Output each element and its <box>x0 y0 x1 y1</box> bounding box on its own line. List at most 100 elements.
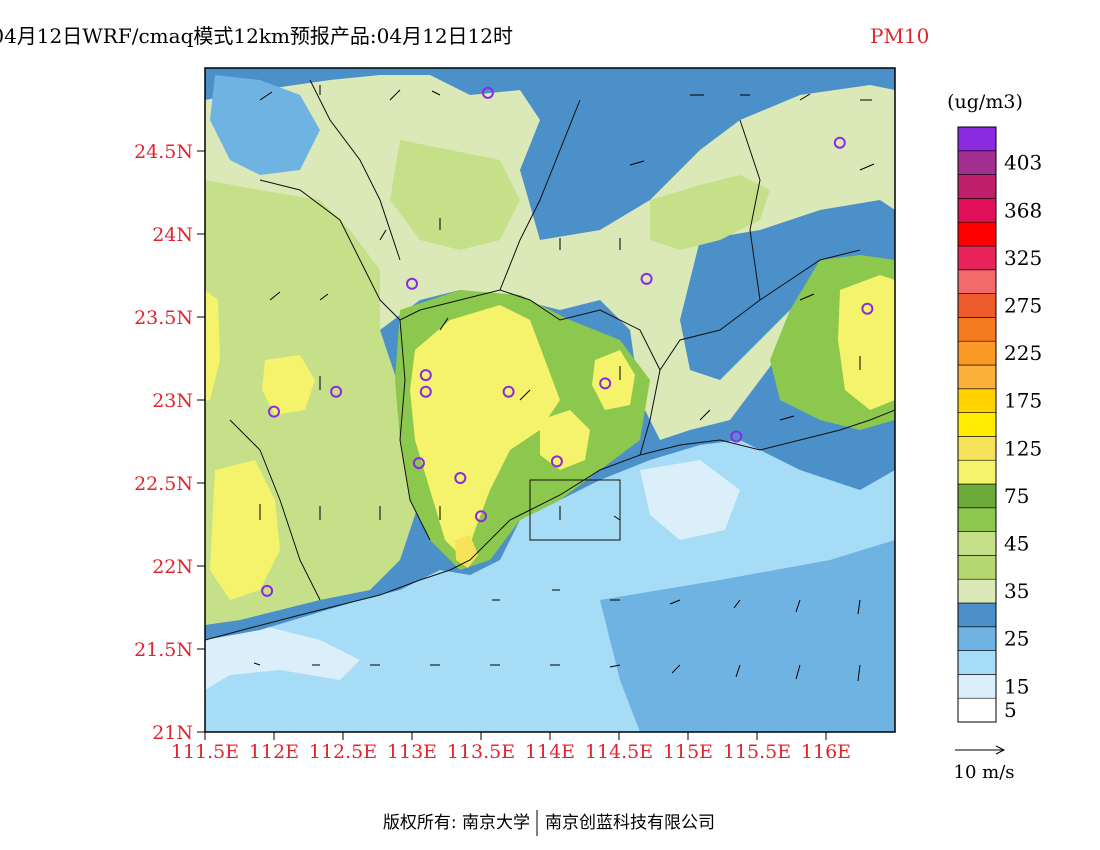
lat-tick-label: 22N <box>152 556 193 578</box>
station-marker-icon <box>599 377 612 390</box>
pollution-contour-35 <box>650 175 770 250</box>
lon-tick-label: 111.5E <box>171 741 239 763</box>
colorbar-label: 368 <box>1004 198 1042 222</box>
colorbar-bin <box>957 174 997 199</box>
lon-tick-label: 112E <box>249 741 299 763</box>
pollution-hotspot-75 <box>592 350 635 410</box>
lon-tick-label: 113.5E <box>447 741 515 763</box>
lon-tick-label: 115.5E <box>723 741 791 763</box>
lon-tick-label: 114E <box>525 741 575 763</box>
lon-tick-label: 115E <box>663 741 713 763</box>
wind-legend: 10 m/s <box>954 745 1015 783</box>
colorbar-frame <box>957 126 997 723</box>
colorbar-bin <box>957 245 997 271</box>
colorbar-bin <box>957 317 997 342</box>
light-sea-patch <box>640 460 740 540</box>
pollution-hotspot-75 <box>205 290 220 400</box>
station-marker-icon <box>419 385 432 398</box>
station-marker-icon <box>475 510 487 523</box>
colorbar-bin <box>957 293 997 318</box>
colorbar-bin <box>957 340 997 366</box>
station-marker-icon <box>261 584 274 597</box>
lon-tick-label: 114.5E <box>585 741 653 763</box>
station-marker-icon <box>502 385 515 398</box>
colorbar-bin <box>957 483 997 509</box>
wind-vectors <box>253 85 875 682</box>
colorbar-label: 325 <box>1004 246 1042 270</box>
pollution-hotspot-75 <box>410 305 560 560</box>
lat-tick-label: 22.5N <box>134 473 193 495</box>
station-marker-icon <box>268 405 280 418</box>
colorbar-bin <box>957 388 997 413</box>
colorbar-label: 225 <box>1004 341 1042 365</box>
wind-legend-arrowhead-icon <box>995 745 1006 755</box>
station-marker-icon <box>861 302 874 315</box>
monitoring-stations <box>261 86 874 597</box>
colorbar-bin <box>957 364 997 390</box>
colorbar-unit: (ug/m3) <box>947 91 1023 113</box>
longitude-axis: 111.5E 112E 112.5E 113E 113.5E 114E 114.5E 115E… <box>171 732 851 763</box>
colorbar-bin <box>957 126 997 152</box>
colorbar-bin <box>957 507 997 532</box>
map-panel <box>205 68 895 732</box>
lon-tick-label: 116E <box>801 741 851 763</box>
lat-tick-label: 21N <box>152 722 193 744</box>
latitude-axis: 24.5N 24N 23.5N 23N 22.5N 22N 21.5N 21N <box>134 141 205 744</box>
station-marker-icon <box>481 86 494 99</box>
station-marker-icon <box>419 369 432 382</box>
colorbar-bin <box>957 674 997 699</box>
colorbar-label: 175 <box>1004 389 1042 413</box>
station-marker-icon <box>550 455 563 468</box>
colorbar-label: 25 <box>1004 627 1029 651</box>
land-low-pollution <box>680 200 895 380</box>
colorbar-bin <box>957 626 997 651</box>
colorbar-bin <box>957 269 997 294</box>
station-marker-icon <box>833 136 846 149</box>
footer-copyright: 版权所有: 南京大学 <box>383 813 530 833</box>
lon-tick-label: 112.5E <box>309 741 377 763</box>
pollution-hotspot-125 <box>455 535 478 568</box>
colorbar-bin <box>957 650 997 675</box>
pollution-hotspot-75 <box>838 275 895 410</box>
footer-company: 南京创蓝科技有限公司 <box>545 813 715 833</box>
colorbar-bin <box>957 150 997 175</box>
pollution-hotspot-75 <box>540 410 590 470</box>
colorbar-label: 403 <box>1004 151 1042 175</box>
lat-tick-label: 21.5N <box>134 639 193 661</box>
colorbar-bin <box>957 555 997 580</box>
lat-tick-label: 24N <box>152 224 193 246</box>
colorbar-bin <box>957 578 997 604</box>
colorbar-label: 275 <box>1004 294 1042 318</box>
lat-tick-label: 24.5N <box>134 141 193 163</box>
sea-band <box>600 540 895 732</box>
colorbar-label: 5 <box>1004 698 1017 722</box>
colorbar-label: 75 <box>1004 484 1029 508</box>
colorbar-bin <box>957 531 997 556</box>
colorbar-bin <box>957 459 997 485</box>
station-marker-icon <box>454 472 467 485</box>
lat-tick-label: 23.5N <box>134 307 193 329</box>
province-boundaries <box>205 79 895 641</box>
colorbar-label: 35 <box>1004 579 1029 603</box>
wind-legend-label: 10 m/s <box>954 762 1015 783</box>
colorbar-label: 15 <box>1004 674 1029 698</box>
colorbar-bin <box>957 697 997 723</box>
station-marker-icon <box>412 457 425 470</box>
colorbar-bin <box>957 198 997 223</box>
colorbar-bin <box>957 412 997 437</box>
pollution-hotspot-75 <box>210 460 280 600</box>
pollution-contour-35 <box>390 140 520 250</box>
colorbar-bin <box>957 221 997 247</box>
lat-tick-label: 23N <box>152 390 193 412</box>
light-sea-patch <box>205 625 360 690</box>
lon-tick-label: 113E <box>387 741 437 763</box>
colorbar-label: 125 <box>1004 436 1042 460</box>
pollution-hotspot-75 <box>262 355 315 415</box>
land-low-pollution <box>540 70 700 210</box>
station-marker-icon <box>730 430 743 443</box>
colorbar-bin <box>957 436 997 461</box>
colorbar-bin <box>957 602 997 628</box>
station-marker-icon <box>330 385 343 398</box>
land-low-pollution <box>210 75 320 175</box>
